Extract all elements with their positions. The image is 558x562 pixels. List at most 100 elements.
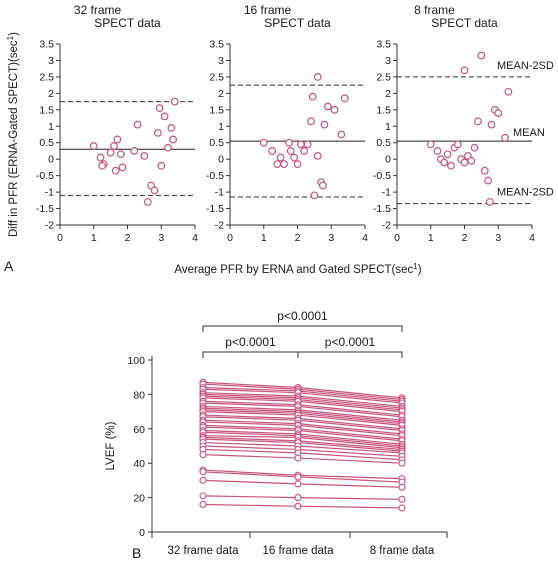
y-tick-label: -0.5 (36, 170, 54, 182)
y-tick-label: 0.5 (209, 137, 224, 149)
y-tick-label: 1 (385, 121, 391, 133)
y-tick-label: -1.5 (206, 203, 224, 215)
y-tick-label: -2 (215, 220, 224, 232)
y-tick-label: 1.5 (376, 104, 391, 116)
data-point (268, 147, 277, 155)
subject-line (202, 479, 403, 488)
data-point (310, 191, 319, 200)
y-tick-label: 3 (385, 55, 391, 67)
data-point (118, 163, 127, 172)
y-tick-label: 3 (218, 55, 224, 67)
y-tick-label: 1 (48, 121, 54, 133)
data-point (323, 102, 332, 111)
data-point (294, 494, 302, 502)
subject-line (202, 495, 403, 500)
y-tick-label: -1 (45, 187, 54, 199)
data-point (501, 133, 509, 142)
x-category-label: 16 frame data (263, 545, 335, 557)
y-tick-label: 1.5 (39, 104, 54, 116)
data-point (164, 143, 172, 152)
subject-line (202, 503, 403, 509)
significance-label: p<0.0001 (325, 335, 376, 349)
panel-title-line1: 8 frame (414, 3, 455, 17)
x-tick-label: 3 (495, 232, 501, 244)
data-point (470, 143, 479, 152)
x-tick-label: 0 (394, 232, 400, 244)
data-point (199, 492, 207, 500)
data-point (111, 166, 120, 175)
x-tick-label: 2 (462, 232, 468, 244)
data-point (116, 150, 125, 159)
data-point (140, 151, 149, 160)
data-point (169, 135, 177, 144)
y-tick-label: 2.5 (209, 71, 224, 83)
panel-letter-a: A (4, 258, 14, 274)
data-point (89, 142, 98, 150)
y-tick-label: 1.5 (209, 104, 224, 116)
data-point (167, 124, 176, 132)
data-point (308, 92, 317, 101)
data-point (294, 473, 302, 481)
y-tick-label: 2 (385, 88, 391, 100)
y-tick-label: 3.5 (376, 39, 391, 51)
data-point (296, 140, 305, 149)
data-point (443, 150, 452, 159)
data-point (300, 147, 309, 155)
significance-bracket (202, 325, 403, 332)
data-point (276, 153, 285, 162)
data-point (153, 128, 162, 137)
data-point (290, 153, 299, 162)
panel-title-line2: SPECT data (431, 16, 498, 30)
label-backdrop (497, 57, 557, 71)
data-point (199, 476, 207, 484)
data-point (485, 198, 494, 206)
y-tick-label: 3.5 (39, 39, 54, 51)
y-tick-label: 60 (133, 424, 145, 436)
data-point (303, 140, 312, 149)
x-tick-label: 2 (295, 232, 301, 244)
data-point (133, 120, 142, 129)
y-tick-label: -1 (382, 187, 391, 199)
data-point (340, 94, 349, 103)
data-point (494, 109, 503, 118)
y-tick-label: 2 (48, 88, 54, 100)
data-point (106, 148, 115, 157)
data-point (286, 147, 295, 155)
label-backdrop (513, 125, 549, 139)
x-tick-label: 3 (158, 232, 164, 244)
data-point (460, 158, 469, 167)
x-category-label: 8 frame data (370, 545, 435, 557)
y-tick-label: -2 (45, 220, 54, 232)
y-tick-label: -2 (382, 220, 391, 232)
y-axis-label: LVEF (%) (105, 421, 117, 470)
data-point (280, 160, 288, 169)
label-backdrop (497, 184, 557, 198)
subject-line (202, 441, 403, 454)
x-tick-label: 4 (362, 232, 368, 244)
data-point (484, 176, 493, 185)
data-point (320, 120, 329, 129)
y-tick-label: -1.5 (36, 203, 54, 215)
data-point (199, 451, 207, 459)
panel-letter-b: B (132, 545, 141, 561)
x-tick-label: 4 (192, 232, 198, 244)
data-point (453, 140, 462, 149)
y-tick-label: 0 (385, 154, 391, 166)
data-point (447, 161, 455, 170)
y-tick-label: 3.5 (209, 39, 224, 51)
data-point (110, 142, 118, 150)
data-point (96, 153, 105, 162)
data-point (155, 104, 164, 113)
y-tick-label: 1 (218, 121, 224, 133)
x-tick-label: 1 (428, 232, 434, 244)
data-point (504, 87, 513, 96)
y-tick-label: 0 (139, 527, 145, 539)
data-point (293, 160, 302, 169)
y-axis-label: Diff in PFR (ERNA-Gated SPECT)(sec1) (6, 32, 20, 237)
data-point (160, 112, 169, 121)
y-tick-label: 0.5 (39, 137, 54, 149)
